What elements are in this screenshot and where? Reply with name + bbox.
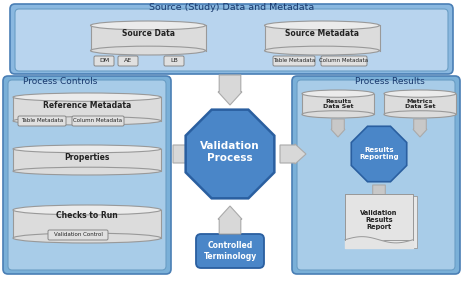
FancyBboxPatch shape bbox=[72, 116, 124, 126]
FancyBboxPatch shape bbox=[321, 56, 367, 66]
FancyBboxPatch shape bbox=[18, 116, 66, 126]
Ellipse shape bbox=[264, 46, 380, 55]
Text: Metrics
Data Set: Metrics Data Set bbox=[405, 99, 435, 109]
Text: Validation
Results
Report: Validation Results Report bbox=[360, 210, 398, 230]
Polygon shape bbox=[331, 119, 345, 137]
Polygon shape bbox=[413, 119, 427, 137]
Text: Validation
Process: Validation Process bbox=[200, 141, 260, 163]
Text: Controlled
Terminology: Controlled Terminology bbox=[203, 241, 257, 261]
Ellipse shape bbox=[13, 167, 161, 175]
Text: Source Data: Source Data bbox=[121, 30, 175, 39]
Ellipse shape bbox=[13, 205, 161, 215]
FancyBboxPatch shape bbox=[3, 76, 171, 274]
Ellipse shape bbox=[384, 111, 456, 118]
Ellipse shape bbox=[13, 145, 161, 153]
FancyBboxPatch shape bbox=[196, 234, 264, 268]
Text: Table Metadata: Table Metadata bbox=[273, 58, 315, 63]
Ellipse shape bbox=[264, 21, 380, 30]
FancyBboxPatch shape bbox=[15, 9, 448, 71]
Ellipse shape bbox=[302, 111, 374, 118]
Ellipse shape bbox=[90, 21, 206, 30]
FancyBboxPatch shape bbox=[264, 25, 380, 50]
Ellipse shape bbox=[384, 90, 456, 97]
Text: Reference Metadata: Reference Metadata bbox=[43, 100, 131, 109]
Polygon shape bbox=[186, 110, 275, 198]
Polygon shape bbox=[173, 144, 199, 164]
Text: Validation Control: Validation Control bbox=[54, 232, 102, 237]
FancyBboxPatch shape bbox=[48, 230, 108, 240]
Text: Process Controls: Process Controls bbox=[23, 78, 97, 87]
FancyBboxPatch shape bbox=[273, 56, 315, 66]
Polygon shape bbox=[280, 144, 306, 164]
FancyBboxPatch shape bbox=[13, 210, 161, 238]
FancyBboxPatch shape bbox=[13, 149, 161, 171]
Ellipse shape bbox=[13, 93, 161, 101]
FancyBboxPatch shape bbox=[292, 76, 460, 274]
FancyBboxPatch shape bbox=[345, 194, 413, 240]
FancyBboxPatch shape bbox=[164, 56, 184, 66]
FancyBboxPatch shape bbox=[13, 97, 161, 121]
FancyBboxPatch shape bbox=[118, 56, 138, 66]
Ellipse shape bbox=[13, 233, 161, 243]
FancyBboxPatch shape bbox=[10, 4, 453, 74]
FancyBboxPatch shape bbox=[349, 196, 417, 248]
Text: DM: DM bbox=[99, 58, 109, 63]
Polygon shape bbox=[351, 126, 407, 182]
Polygon shape bbox=[218, 206, 242, 234]
Ellipse shape bbox=[13, 117, 161, 125]
FancyBboxPatch shape bbox=[302, 94, 374, 114]
FancyBboxPatch shape bbox=[8, 80, 166, 270]
Ellipse shape bbox=[90, 46, 206, 55]
FancyBboxPatch shape bbox=[384, 94, 456, 114]
Text: LB: LB bbox=[170, 58, 178, 63]
Text: Checks to Run: Checks to Run bbox=[56, 212, 118, 221]
Text: Process Results: Process Results bbox=[355, 78, 425, 87]
Polygon shape bbox=[218, 75, 242, 105]
FancyBboxPatch shape bbox=[94, 56, 114, 66]
FancyBboxPatch shape bbox=[297, 80, 455, 270]
Text: AE: AE bbox=[124, 58, 132, 63]
FancyBboxPatch shape bbox=[90, 25, 206, 50]
Text: Source (Study) Data and Metadata: Source (Study) Data and Metadata bbox=[150, 3, 315, 12]
Text: Results
Data Set: Results Data Set bbox=[323, 99, 353, 109]
Text: Column Metadata: Column Metadata bbox=[319, 58, 369, 63]
Polygon shape bbox=[372, 185, 386, 203]
Text: Results
Reporting: Results Reporting bbox=[359, 147, 399, 160]
Text: Properties: Properties bbox=[64, 153, 110, 162]
Text: Source Metadata: Source Metadata bbox=[285, 30, 359, 39]
Text: Column Metadata: Column Metadata bbox=[74, 118, 123, 124]
Ellipse shape bbox=[302, 90, 374, 97]
Text: Table Metadata: Table Metadata bbox=[21, 118, 63, 124]
